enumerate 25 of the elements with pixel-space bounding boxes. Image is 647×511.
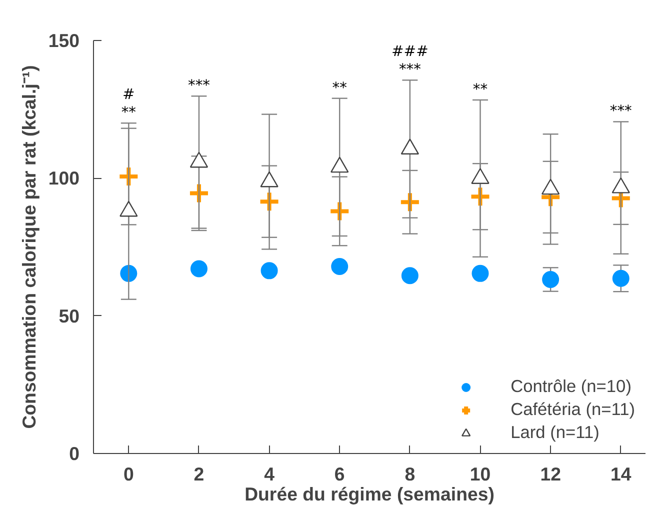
x-axis-title: Durée du régime (semaines) <box>244 484 494 504</box>
x-tick-label: 14 <box>610 464 632 484</box>
y-tick-label: 50 <box>58 305 80 326</box>
annotation: *** <box>188 77 210 94</box>
annotation: ** <box>121 104 136 122</box>
y-axis-title: Consommation calorique par rat (kcal.j⁻¹) <box>18 65 40 429</box>
x-tick-label: 12 <box>540 464 561 484</box>
x-tick-label: 2 <box>194 464 204 484</box>
annotation: ** <box>472 80 488 98</box>
annotation: *** <box>610 102 632 120</box>
y-tick-label: 0 <box>69 443 80 464</box>
x-tick-label: 8 <box>404 464 416 484</box>
legend-label: Cafétéria (n=11) <box>510 399 635 420</box>
x-tick-label: 6 <box>334 464 345 484</box>
y-tick-label: 100 <box>48 168 80 189</box>
x-tick-label: 0 <box>123 464 134 484</box>
annotation: # <box>122 86 135 104</box>
legend-label: Lard (n=11) <box>510 422 600 443</box>
annotation: *** <box>398 61 421 78</box>
x-tick-label: 10 <box>470 464 491 484</box>
y-tick-label: 150 <box>48 30 80 51</box>
legend-label: Contrôle (n=10) <box>510 376 632 397</box>
x-tick-label: 4 <box>264 464 276 484</box>
annotation: ### <box>392 43 428 60</box>
annotation: ** <box>332 79 347 96</box>
